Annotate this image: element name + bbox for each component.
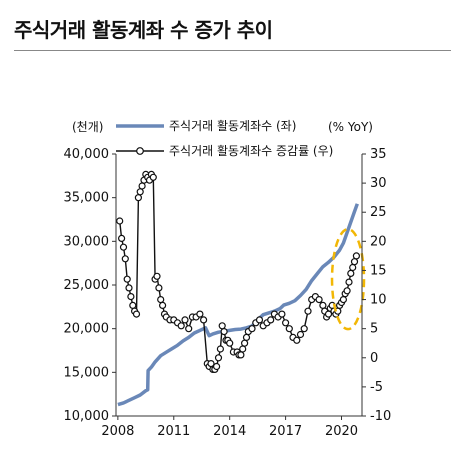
yoy-point (350, 258, 359, 266)
right-tick-label: 30 (370, 176, 387, 191)
yoy-point (138, 182, 146, 190)
yoy-point (127, 293, 135, 301)
yoy-point (121, 255, 129, 263)
yoy-point (349, 263, 357, 272)
yoy-point (155, 284, 163, 292)
right-tick-label: 20 (370, 234, 387, 249)
yoy-point (352, 252, 360, 260)
yoy-point (196, 310, 204, 318)
yoy-point (119, 243, 128, 251)
yoy-point (315, 296, 323, 304)
yoy-point (214, 354, 223, 362)
yoy-point (153, 272, 161, 280)
right-tick-label: 15 (370, 263, 387, 278)
yoy-point (226, 339, 234, 347)
legend-yoy-label: 주식거래 활동계좌수 증감률 (우) (169, 144, 333, 158)
left-axis-unit: (천개) (72, 119, 103, 134)
right-tick-label: 0 (370, 351, 378, 366)
yoy-point (241, 339, 249, 347)
right-tick-label: 25 (370, 205, 387, 220)
yoy-point (157, 296, 165, 304)
yoy-point (239, 345, 247, 353)
yoy-point (285, 325, 293, 333)
yoy-point (136, 188, 144, 196)
yoy-point (200, 316, 208, 324)
yoy-point (129, 301, 137, 309)
yoy-point (237, 351, 245, 359)
yoy-point (300, 325, 308, 333)
yoy-point (125, 284, 133, 292)
left-tick-label: 40,000 (64, 147, 110, 162)
legend-accounts-label: 주식거래 활동계좌수 (좌) (169, 119, 296, 133)
yoy-point (123, 275, 131, 283)
yoy-point (116, 217, 124, 225)
yoy-point (220, 328, 228, 336)
left-tick-label: 20,000 (64, 322, 110, 337)
left-tick-label: 25,000 (64, 278, 110, 293)
right-tick-label: 10 (370, 293, 387, 308)
yoy-point (343, 287, 351, 295)
chart-title: 주식거래 활동계좌 수 증가 추이 (14, 18, 273, 42)
yoy-point (248, 325, 256, 333)
axis-layer: 10,000 15,000 20,000 25,000 30,000 35,000 40,0… (64, 147, 392, 439)
yoy-point (339, 296, 347, 304)
right-tick-label: 35 (370, 147, 387, 162)
yoy-point (255, 316, 264, 324)
yoy-point (296, 330, 305, 339)
left-tick-label: 30,000 (64, 234, 110, 249)
x-tick-label: 2017 (269, 424, 302, 439)
yoy-point (134, 194, 142, 202)
x-tick-label: 2008 (101, 424, 134, 439)
yoy-point (181, 316, 189, 324)
yoy-point (293, 336, 301, 344)
x-tick-label: 2014 (213, 424, 246, 439)
left-tick-label: 35,000 (64, 191, 110, 206)
yoy-point (267, 316, 275, 324)
right-tick-label: -10 (370, 409, 391, 424)
yoy-point (117, 234, 126, 242)
x-tick-label: 2011 (157, 424, 190, 439)
yoy-point (242, 333, 251, 341)
yoy-point (213, 362, 221, 371)
left-tick-label: 15,000 (64, 365, 110, 380)
accounts-series (117, 203, 359, 407)
title-divider (14, 50, 451, 51)
yoy-point (319, 301, 327, 309)
yoy-point (216, 345, 224, 353)
right-axis-unit: (% YoY) (328, 120, 373, 134)
yoy-point (159, 301, 167, 309)
legend-yoy-marker (136, 147, 144, 155)
yoy-point (345, 278, 353, 286)
yoy-point (185, 325, 193, 333)
yoy-point (347, 269, 355, 277)
right-tick-label: -5 (370, 380, 383, 395)
yoy-point (132, 310, 141, 318)
yoy-point (177, 322, 185, 330)
yoy-point (304, 307, 312, 315)
accounts-line (117, 203, 359, 407)
yoy-point (282, 319, 290, 327)
yoy-point (218, 322, 226, 330)
yoy-point (149, 173, 157, 181)
highlight-layer (330, 227, 366, 331)
left-tick-label: 10,000 (64, 409, 110, 424)
yoy-point (278, 310, 286, 318)
yoy-series (116, 170, 360, 373)
x-tick-label: 2020 (325, 424, 358, 439)
highlight-ellipse (330, 227, 366, 331)
right-tick-label: 5 (370, 322, 378, 337)
